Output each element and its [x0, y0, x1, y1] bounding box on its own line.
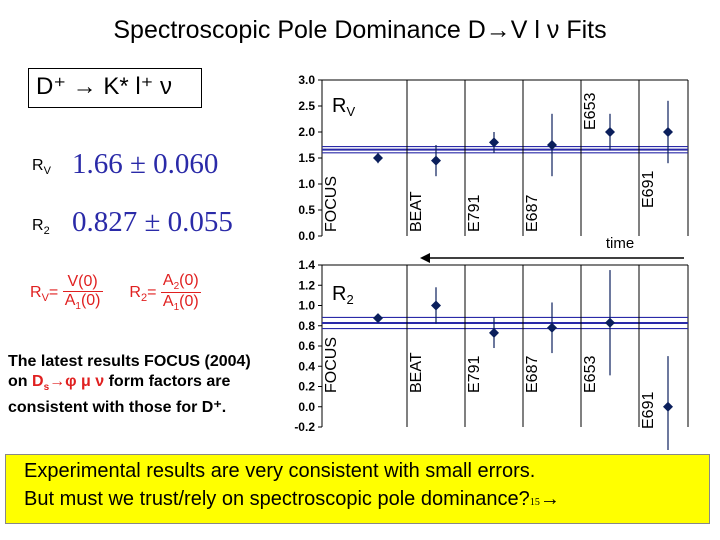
- series-label: RV: [332, 95, 355, 119]
- experiment-label: FOCUS: [323, 176, 340, 232]
- y-tick-label: 2.5: [298, 99, 315, 113]
- y-tick-label: 1.0: [298, 299, 315, 313]
- y-tick-label: 0.8: [298, 319, 315, 333]
- y-tick-label: -0.2: [294, 420, 315, 434]
- time-indicator: time: [420, 235, 684, 263]
- y-tick-label: 2.0: [298, 125, 315, 139]
- data-point: [547, 140, 557, 150]
- y-tick-label: 1.5: [298, 151, 315, 165]
- data-point: [605, 317, 615, 328]
- y-tick-label: 0.0: [298, 229, 315, 243]
- experiment-label: E653: [582, 356, 599, 393]
- rv-result-value: 1.66 ± 0.060: [72, 148, 219, 180]
- rv-chart: 3.0 2.5 2.0 1.5 1.0 0.5 0.0 FOCUS BEAT E791 E687 E6…: [298, 73, 689, 243]
- experiment-label: E791: [466, 195, 483, 232]
- page-number: 15: [529, 497, 540, 508]
- conclusion-line-1: Experimental results are very consistent…: [24, 460, 536, 482]
- y-tick-label: 3.0: [298, 73, 315, 87]
- data-point: [663, 401, 673, 412]
- conclusion-banner: [5, 454, 710, 524]
- r2-result-value: 0.827 ± 0.055: [72, 206, 233, 238]
- data-point: [373, 313, 383, 324]
- experiment-label: E653: [582, 93, 599, 130]
- data-point: [431, 300, 441, 311]
- fit-charts: 3.0 2.5 2.0 1.5 1.0 0.5 0.0 FOCUS BEAT E791 E687 E6…: [294, 73, 689, 450]
- conclusion-line-2: But must we trust/rely on spectroscopic …: [24, 488, 560, 510]
- data-point: [489, 327, 499, 338]
- r2-chart: 1.4 1.2 1.0 0.8 0.6 0.4 0.2 0.0 -0.2 FOCUS BEAT E79…: [294, 258, 689, 450]
- data-point: [489, 137, 499, 148]
- y-tick-label: 0.0: [298, 400, 315, 414]
- y-tick-label: 0.5: [298, 203, 315, 217]
- y-tick-label: 1.0: [298, 177, 315, 191]
- r2-formula: R2= A2(0) A1(0): [129, 272, 201, 314]
- experiment-label: E791: [466, 356, 483, 393]
- rv-result-label: RV: [32, 157, 51, 178]
- decay-box: [28, 68, 202, 108]
- y-tick-label: 0.6: [298, 339, 315, 353]
- time-label: time: [606, 235, 634, 252]
- decay-label: D⁺ → K* l⁺ ν: [36, 73, 173, 100]
- series-label-subscript: 2: [346, 292, 353, 307]
- experiment-label: BEAT: [408, 352, 425, 393]
- y-tick-label: 1.4: [298, 258, 315, 272]
- data-point: [431, 155, 441, 166]
- experiment-label: E687: [524, 195, 541, 232]
- series-label-subscript: V: [346, 104, 355, 119]
- ratio-formulas: RV= V(0) A1(0) R2= A2(0) A1(0): [30, 272, 260, 318]
- y-tick-label: 0.2: [298, 380, 315, 394]
- data-point: [663, 127, 673, 137]
- rv-formula: RV= V(0) A1(0): [30, 273, 103, 313]
- r2-result-label: R2: [32, 217, 50, 238]
- y-tick-label: 0.4: [298, 359, 315, 373]
- series-label: R2: [332, 283, 354, 307]
- time-arrow-head: [420, 253, 430, 263]
- experiment-label: FOCUS: [323, 337, 340, 393]
- experiment-label: E691: [640, 171, 657, 208]
- focus-note: The latest results FOCUS (2004) on Ds→φ …: [8, 353, 251, 417]
- y-tick-label: 1.2: [298, 278, 315, 292]
- data-point: [547, 322, 557, 333]
- experiment-label: E691: [640, 392, 657, 429]
- data-point: [605, 127, 615, 137]
- data-point: [373, 153, 383, 163]
- page-title: Spectroscopic Pole Dominance D→V l ν Fit…: [113, 16, 607, 44]
- experiment-label: BEAT: [408, 191, 425, 232]
- next-arrow-icon[interactable]: →: [539, 488, 560, 510]
- experiment-label: E687: [524, 356, 541, 393]
